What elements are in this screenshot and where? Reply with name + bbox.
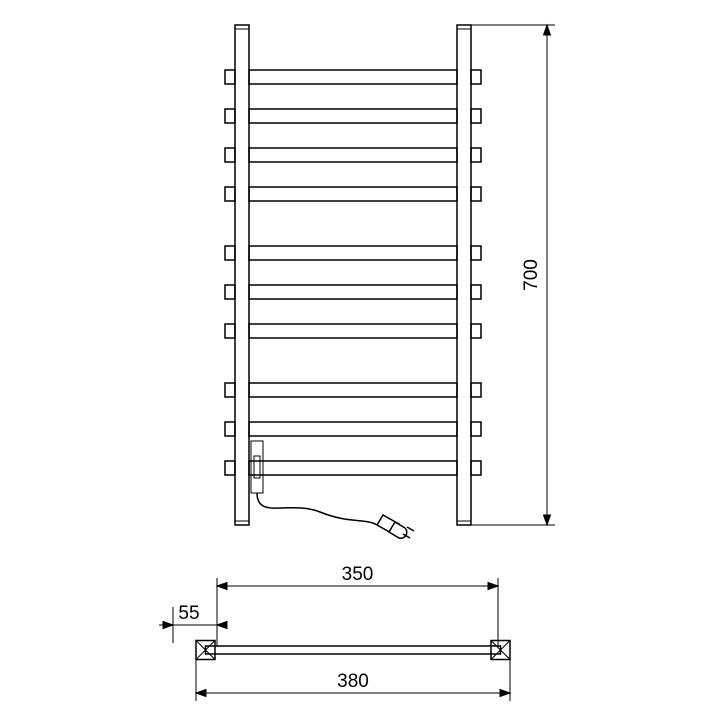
dim-value-55: 55 bbox=[178, 603, 199, 624]
dim-value-350: 350 bbox=[342, 564, 374, 585]
rung bbox=[249, 461, 457, 475]
rung bbox=[249, 187, 457, 201]
rung-end bbox=[471, 383, 481, 397]
rung bbox=[249, 148, 457, 162]
dim-value-height: 700 bbox=[521, 259, 542, 291]
rung-end bbox=[471, 109, 481, 123]
vertical-rail bbox=[235, 25, 249, 525]
rung-end bbox=[471, 285, 481, 299]
rung-end bbox=[471, 70, 481, 84]
rung-end bbox=[225, 246, 235, 260]
top-view-bar bbox=[206, 646, 501, 654]
rung-end bbox=[225, 70, 235, 84]
rung-end bbox=[225, 422, 235, 436]
rung-end bbox=[225, 148, 235, 162]
rung-end bbox=[471, 148, 481, 162]
rung bbox=[249, 70, 457, 84]
rung-end bbox=[225, 461, 235, 475]
rung bbox=[249, 246, 457, 260]
rung-end bbox=[225, 324, 235, 338]
rung bbox=[249, 324, 457, 338]
rung-end bbox=[225, 383, 235, 397]
rung-end bbox=[471, 324, 481, 338]
rung-end bbox=[225, 285, 235, 299]
rung bbox=[249, 109, 457, 123]
vertical-rail bbox=[457, 25, 471, 525]
heating-element bbox=[251, 441, 263, 493]
rung-end bbox=[471, 422, 481, 436]
dim-value-380: 380 bbox=[337, 671, 369, 692]
rung bbox=[249, 383, 457, 397]
rung bbox=[249, 422, 457, 436]
rung-end bbox=[225, 109, 235, 123]
power-cable bbox=[257, 493, 377, 525]
rung-end bbox=[471, 187, 481, 201]
rung bbox=[249, 285, 457, 299]
rung-end bbox=[471, 246, 481, 260]
rung-end bbox=[471, 461, 481, 475]
technical-drawing: 700 350 55 380 bbox=[0, 0, 720, 720]
rung-end bbox=[225, 187, 235, 201]
